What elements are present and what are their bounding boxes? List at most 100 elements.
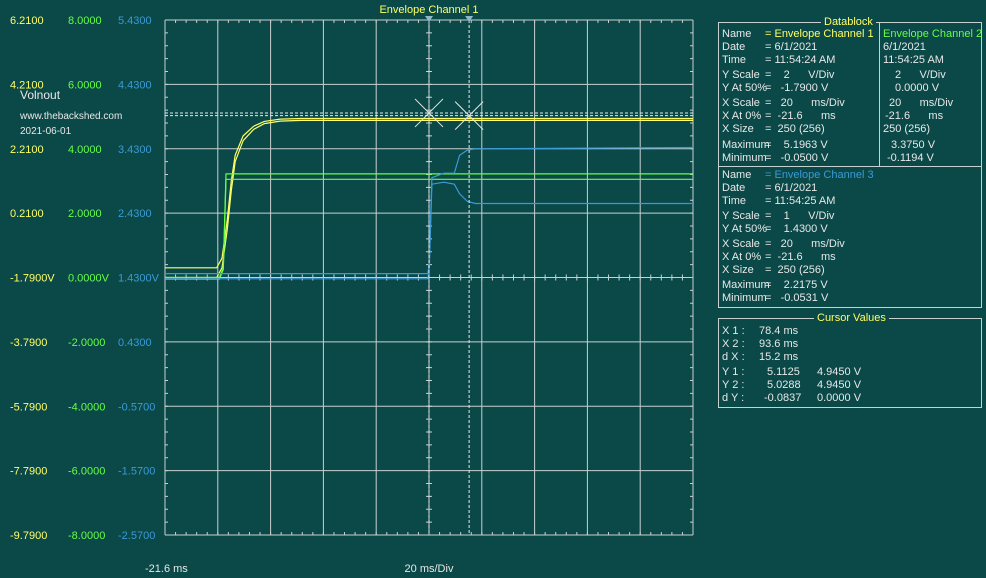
ch1-yscale: = 2 V/Div: [765, 69, 835, 81]
ch1-min: = -0.0500 V: [765, 152, 829, 164]
ch3-xsize: = 250 (256): [765, 264, 825, 276]
cursor-y1-label: Y 1 :: [722, 366, 745, 378]
datablock-panel: Datablock Name = Envelope Channel 1 Date…: [718, 15, 983, 308]
cursor-y2-value-b: 4.9450 V: [817, 379, 862, 391]
trace-envelope-channel-1: [165, 117, 693, 269]
watermark-name: Volnout: [20, 88, 61, 102]
cursor-x1-label: X 1 :: [722, 325, 745, 337]
ch3-xscale: = 20 ms/Div: [765, 238, 845, 250]
ch1-xat0: = -21.6 ms: [765, 110, 836, 122]
watermark-date: 2021-06-01: [20, 126, 72, 137]
y-tick-label: -8.0000: [68, 530, 105, 542]
y-tick-label: 0.2100: [10, 208, 44, 220]
y-tick-label: -6.0000: [68, 466, 105, 478]
cursor-x-marker[interactable]: [425, 16, 433, 22]
ch2-time: 11:54:25 AM: [883, 54, 944, 66]
timebase-label: 20 ms/Div: [405, 563, 454, 575]
cursor-x-marker[interactable]: [465, 16, 474, 22]
plot-title: Envelope Channel 1: [379, 4, 478, 16]
y-tick-label: 6.2100: [10, 15, 44, 27]
ch1-yscale-label: Y Scale: [722, 69, 760, 81]
cursor-y2-value-a: 5.0288: [767, 379, 801, 391]
datablock-divider-vertical: [879, 23, 880, 166]
ch1-xscale: = 20 ms/Div: [765, 97, 845, 109]
ch1-min-label: Minimum: [722, 152, 767, 164]
ch2-min: -0.1194 V: [887, 152, 934, 164]
ch1-time: = 11:54:24 AM: [765, 54, 836, 66]
cursor-dx-label: d X :: [722, 351, 745, 363]
ch1-max: = 5.1963 V: [765, 139, 828, 151]
oscilloscope-plot: 6.2100 4.2100 2.2100 0.2100 -1.7900V -3.7900 -…: [10, 4, 694, 575]
ch1-name: = Envelope Channel 1: [765, 28, 874, 40]
x-start-label: -21.6 ms: [145, 563, 188, 575]
y-tick-label: 6.0000: [68, 79, 102, 91]
ch3-xscale-label: X Scale: [722, 238, 760, 250]
cursor-dx-value: 15.2 ms: [759, 351, 799, 363]
cursor-y1-value-a: 5.1125: [767, 366, 800, 378]
ch1-yat50: = -1.7900 V: [765, 82, 829, 94]
cursor-dy-label: d Y :: [722, 392, 745, 404]
ch2-name: Envelope Channel 2: [883, 28, 983, 40]
ch3-date: = 6/1/2021: [765, 182, 818, 194]
ch3-xsize-label: X Size: [722, 264, 754, 276]
ch3-name: = Envelope Channel 3: [765, 169, 874, 181]
ch3-time: = 11:54:25 AM: [765, 195, 836, 207]
cursor-values-panel: Cursor Values X 1 : 78.4 ms X 2 : 93.6 m…: [718, 311, 982, 408]
ch3-yat50: = 1.4300 V: [765, 223, 828, 235]
ch3-yscale: = 1 V/Div: [765, 210, 835, 222]
ch1-yat50-label: Y At 50%: [722, 82, 768, 94]
ch3-yat50-label: Y At 50%: [722, 223, 768, 235]
ch2-xat0: -21.6 ms: [885, 110, 944, 122]
ch1-max-label: Maximum: [722, 139, 770, 151]
ch3-date-label: Date: [722, 182, 746, 194]
cursor-x2-label: X 2 :: [722, 338, 745, 350]
cursor-crosshair[interactable]: [454, 101, 484, 130]
y-axis-tick-labels: 6.2100 4.2100 2.2100 0.2100 -1.7900V -3.7900 -…: [10, 15, 160, 542]
y-tick-label: -1.5700: [118, 466, 155, 478]
ch3-yscale-label: Y Scale: [722, 210, 760, 222]
y-tick-label: -5.7900: [10, 401, 47, 413]
cursor-y2-label: Y 2 :: [722, 379, 745, 391]
y-tick-label: 2.0000: [68, 208, 102, 220]
trace-envelope-channel-1-lower-: [165, 119, 693, 279]
y-tick-label: -1.7900V: [10, 273, 55, 285]
ch3-xat0: = -21.6 ms: [765, 251, 836, 263]
y-tick-label: -0.5700: [118, 401, 155, 413]
cursor-y1-value-b: 4.9450 V: [817, 366, 862, 378]
watermark-url: www.thebackshed.com: [19, 111, 122, 122]
y-tick-label: 4.2100: [10, 79, 44, 91]
y-tick-label: 5.4300: [118, 15, 152, 27]
datablock-title: Datablock: [821, 15, 876, 29]
ch3-max-label: Maximum: [722, 279, 770, 291]
plot-grid: [164, 19, 694, 536]
cursor-x2-value: 93.6 ms: [759, 338, 799, 350]
cursor-values-title: Cursor Values: [814, 311, 889, 325]
y-tick-label: -9.7900: [10, 530, 47, 542]
ch1-xat0-label: X At 0%: [722, 110, 762, 122]
plot-cursors: [165, 16, 693, 535]
y-tick-label: 3.4300: [118, 144, 152, 156]
ch3-xat0-label: X At 0%: [722, 251, 762, 263]
ch2-max: 3.3750 V: [891, 139, 936, 151]
y-tick-label: 8.0000: [68, 15, 102, 27]
ch2-yat50: 0.0000 V: [895, 82, 940, 94]
y-tick-label: -2.5700: [118, 530, 155, 542]
ch1-name-label: Name: [722, 28, 752, 40]
cursor-dy-value-b: 0.0000 V: [817, 392, 862, 404]
cursor-crosshair[interactable]: [414, 98, 444, 128]
ch1-xsize-label: X Size: [722, 123, 754, 135]
y-tick-label: 0.4300: [118, 337, 152, 349]
y-tick-label: -2.0000: [68, 337, 105, 349]
y-tick-label: 2.4300: [118, 208, 152, 220]
ch1-xsize: = 250 (256): [765, 123, 825, 135]
ch3-min: = -0.0531 V: [765, 292, 829, 304]
y-tick-label: 1.4300V: [118, 273, 160, 285]
ch2-date: 6/1/2021: [883, 41, 926, 53]
y-tick-label: 4.0000: [68, 144, 102, 156]
ch2-yscale: 2 V/Div: [895, 69, 946, 81]
y-tick-label: 2.2100: [10, 144, 44, 156]
ch3-min-label: Minimum: [722, 292, 767, 304]
cursor-x1-value: 78.4 ms: [759, 325, 799, 337]
ch1-date: = 6/1/2021: [765, 41, 818, 53]
ch1-xscale-label: X Scale: [722, 97, 760, 109]
